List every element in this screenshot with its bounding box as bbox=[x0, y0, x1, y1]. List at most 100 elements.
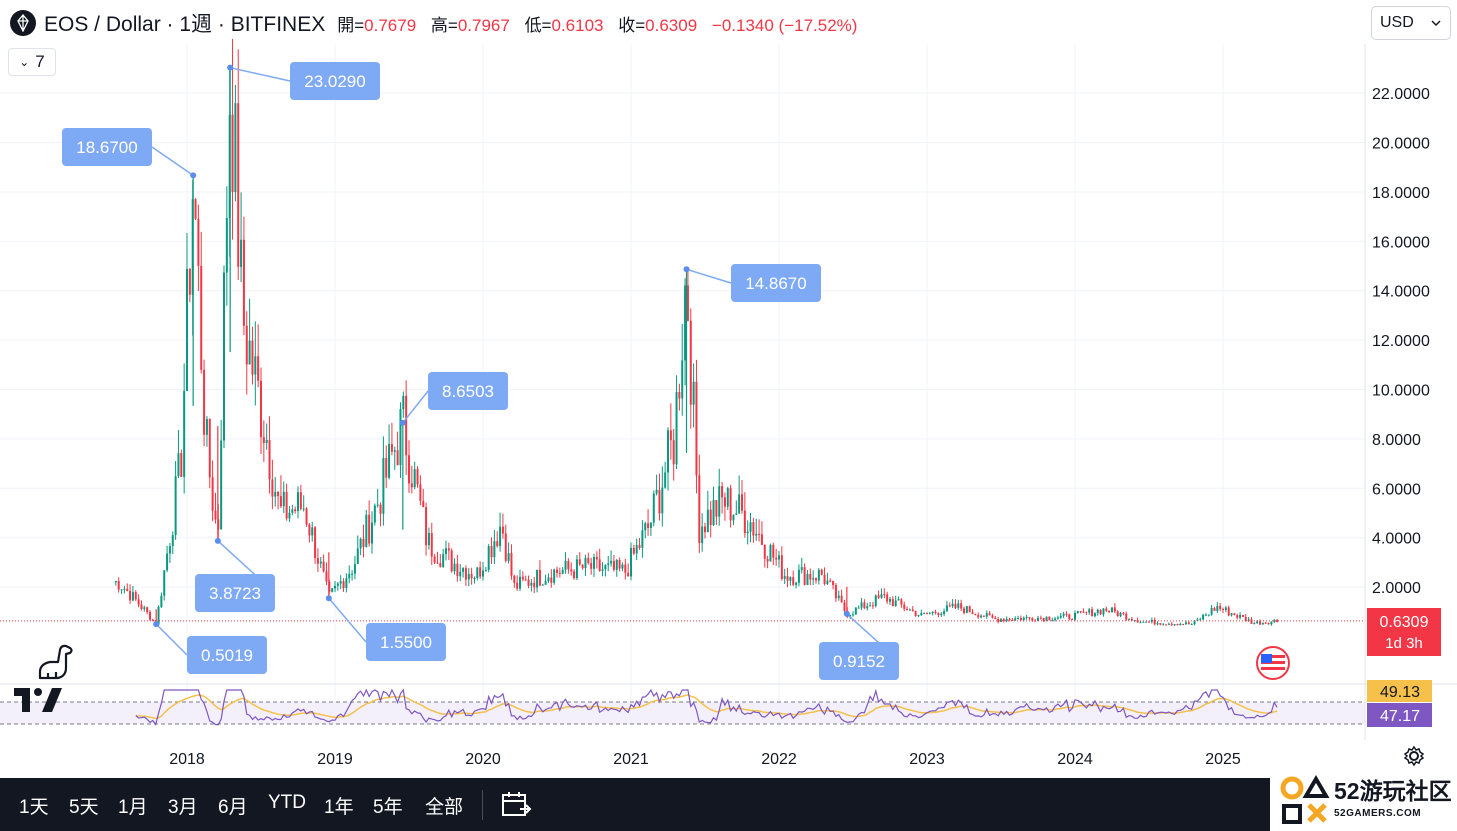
candle bbox=[237, 49, 240, 280]
currency-select[interactable]: USD bbox=[1371, 6, 1451, 40]
range-5d-button[interactable]: 5天 bbox=[69, 797, 99, 818]
candle bbox=[1136, 617, 1139, 623]
candle bbox=[647, 509, 650, 536]
candle-body bbox=[815, 578, 817, 581]
indicators-toggle-button[interactable]: ⌄ 7 bbox=[8, 48, 56, 76]
candle bbox=[786, 567, 789, 588]
price-tick-label: 8.0000 bbox=[1372, 432, 1421, 449]
candle bbox=[538, 560, 541, 587]
candle-body bbox=[376, 504, 379, 506]
candle bbox=[678, 383, 681, 411]
candle bbox=[655, 474, 658, 496]
candle-body bbox=[590, 563, 593, 569]
annotation-label: 8.6503 bbox=[442, 382, 494, 401]
candle bbox=[143, 605, 146, 612]
price-tick-label: 4.0000 bbox=[1372, 531, 1421, 548]
tradingview-logo-icon[interactable] bbox=[14, 688, 62, 721]
candle bbox=[171, 531, 174, 554]
range-ytd-button[interactable]: YTD bbox=[268, 792, 306, 813]
range-6m-button[interactable]: 6月 bbox=[218, 797, 248, 818]
candle bbox=[980, 614, 983, 619]
candle-body bbox=[399, 409, 402, 466]
candle bbox=[1219, 602, 1222, 612]
candle-body bbox=[914, 610, 917, 617]
candle-body bbox=[134, 592, 137, 600]
candle-body bbox=[1241, 615, 1244, 617]
candle-body bbox=[701, 526, 704, 544]
candle-body bbox=[664, 472, 667, 488]
candle-body bbox=[464, 568, 467, 580]
candle-body bbox=[183, 390, 186, 477]
candle bbox=[527, 575, 530, 589]
candle bbox=[644, 521, 647, 539]
candle bbox=[373, 503, 376, 526]
candle bbox=[897, 596, 900, 601]
candle-body bbox=[772, 545, 775, 558]
annotation: 3.8723 bbox=[195, 537, 276, 612]
candle bbox=[820, 568, 823, 576]
candle-body bbox=[826, 580, 829, 584]
candle bbox=[723, 492, 726, 521]
candle-body bbox=[476, 567, 479, 579]
candle bbox=[1204, 613, 1207, 616]
settings-gear-icon[interactable] bbox=[1402, 744, 1426, 773]
range-3m-button[interactable]: 3月 bbox=[168, 797, 198, 818]
watermark-subtitle: 52GAMERS.COM bbox=[1334, 808, 1422, 819]
candle-body bbox=[994, 617, 997, 619]
candle-body bbox=[1216, 605, 1219, 611]
candle bbox=[570, 562, 573, 576]
candle-body bbox=[174, 476, 177, 536]
candle-body bbox=[743, 510, 746, 534]
candle bbox=[564, 552, 567, 574]
range-all-button[interactable]: 全部 bbox=[425, 797, 464, 818]
candle bbox=[245, 311, 248, 395]
candle bbox=[923, 612, 926, 614]
candle bbox=[1062, 611, 1065, 619]
price-chart[interactable]: 23.0290 18.6700 14.8670 8.6503 3.8723 1.5500 0… bbox=[0, 0, 1457, 778]
candle-body bbox=[612, 560, 615, 570]
candle-body bbox=[735, 513, 738, 515]
candle bbox=[852, 611, 854, 617]
candle-body bbox=[644, 523, 647, 531]
candle-body bbox=[1048, 616, 1051, 621]
price-tick-label: 10.0000 bbox=[1372, 383, 1430, 400]
range-1d-button[interactable]: 1天 bbox=[19, 797, 49, 818]
us-flag-icon[interactable] bbox=[1255, 646, 1291, 685]
candle bbox=[513, 574, 516, 588]
candle bbox=[857, 605, 860, 609]
candle-body bbox=[558, 572, 561, 574]
candle bbox=[1025, 614, 1028, 620]
candle bbox=[1002, 618, 1005, 623]
candle bbox=[382, 436, 385, 526]
range-1y-button[interactable]: 1年 bbox=[324, 797, 354, 818]
annotation-connector bbox=[328, 597, 367, 643]
calendar-icon[interactable] bbox=[500, 791, 532, 824]
candle-body bbox=[758, 533, 761, 535]
candle-body bbox=[536, 569, 539, 588]
symbol-title[interactable]: EOS / Dollar · 1週 · BITFINEX bbox=[44, 13, 326, 36]
candle-body bbox=[373, 505, 376, 523]
candle-body bbox=[436, 562, 439, 564]
candle-body bbox=[234, 103, 237, 192]
candle-body bbox=[741, 494, 743, 511]
annotation-connector bbox=[155, 623, 188, 656]
time-tick-label: 2019 bbox=[317, 751, 353, 768]
candle-body bbox=[857, 607, 860, 609]
candle-body bbox=[277, 491, 280, 497]
candle-body bbox=[208, 419, 211, 478]
range-1m-button[interactable]: 1月 bbox=[118, 797, 148, 818]
candle-body bbox=[886, 594, 889, 602]
candle bbox=[763, 544, 766, 568]
candle-body bbox=[1176, 624, 1179, 626]
range-5y-button[interactable]: 5年 bbox=[373, 797, 403, 818]
candle-body bbox=[1270, 621, 1273, 625]
dino-icon[interactable] bbox=[36, 642, 76, 687]
candle bbox=[467, 568, 470, 587]
candle bbox=[157, 605, 160, 625]
candle-body bbox=[1105, 608, 1108, 611]
high-label: 高= bbox=[430, 15, 458, 35]
candle bbox=[1187, 621, 1190, 625]
candle bbox=[695, 359, 698, 494]
annotation-box bbox=[62, 128, 152, 166]
candle-body bbox=[706, 509, 709, 533]
